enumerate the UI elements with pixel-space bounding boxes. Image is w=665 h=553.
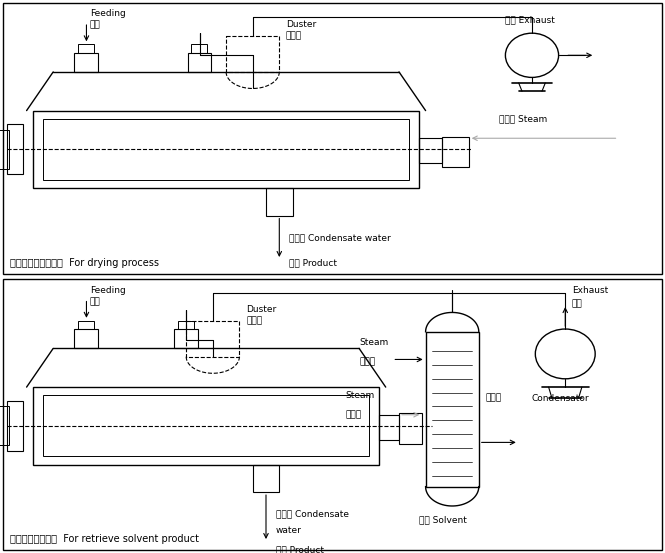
Bar bbox=[442, 137, 469, 167]
Bar bbox=[78, 321, 94, 329]
Text: 加料: 加料 bbox=[90, 20, 100, 29]
Text: Steam: Steam bbox=[346, 391, 375, 400]
Bar bbox=[74, 329, 98, 348]
Text: 水蒸汽: 水蒸汽 bbox=[359, 358, 375, 367]
Bar bbox=[188, 53, 211, 72]
Text: 冷凝水 Condensate water: 冷凝水 Condensate water bbox=[289, 233, 391, 242]
Bar bbox=[266, 188, 293, 216]
Bar bbox=[43, 119, 409, 180]
Text: 产品 Product: 产品 Product bbox=[289, 258, 337, 267]
Text: 通用产品于干燥流程  For drying process: 通用产品于干燥流程 For drying process bbox=[10, 258, 159, 268]
Bar bbox=[399, 413, 422, 444]
Text: Duster: Duster bbox=[246, 305, 276, 314]
Bar bbox=[178, 321, 194, 329]
Text: 水蒸气 Steam: 水蒸气 Steam bbox=[499, 114, 547, 123]
Bar bbox=[74, 53, 98, 72]
Text: water: water bbox=[276, 526, 302, 535]
Bar bbox=[33, 111, 419, 188]
Text: 冷凝器: 冷凝器 bbox=[485, 394, 501, 403]
Text: 水蒸汽: 水蒸汽 bbox=[346, 410, 362, 419]
Text: 溶剂 Solvent: 溶剂 Solvent bbox=[419, 515, 467, 524]
Text: 冷凝水 Condensate: 冷凝水 Condensate bbox=[276, 510, 349, 519]
Bar bbox=[43, 395, 369, 456]
Text: 加料: 加料 bbox=[90, 297, 100, 306]
Text: 放空 Exhaust: 放空 Exhaust bbox=[505, 15, 555, 24]
Text: Exhaust: Exhaust bbox=[572, 286, 608, 295]
Bar bbox=[426, 332, 479, 487]
Bar bbox=[191, 44, 207, 53]
Bar bbox=[7, 401, 23, 451]
Text: Steam: Steam bbox=[359, 338, 388, 347]
Bar bbox=[419, 138, 442, 163]
Bar bbox=[174, 329, 198, 348]
Bar bbox=[33, 387, 379, 465]
Bar bbox=[253, 465, 279, 492]
Text: 收尘器: 收尘器 bbox=[286, 32, 302, 40]
Bar bbox=[7, 124, 23, 174]
Bar bbox=[0, 130, 9, 169]
Text: 收尘器: 收尘器 bbox=[246, 316, 262, 325]
Text: Feeding: Feeding bbox=[90, 286, 126, 295]
Text: Feeding: Feeding bbox=[90, 9, 126, 18]
Text: Condensator: Condensator bbox=[532, 394, 590, 403]
Bar bbox=[78, 44, 94, 53]
Bar bbox=[379, 415, 399, 440]
Text: Duster: Duster bbox=[286, 20, 316, 29]
Text: 放空: 放空 bbox=[572, 300, 583, 309]
Text: 回收溶剂干燥流程  For retrieve solvent product: 回收溶剂干燥流程 For retrieve solvent product bbox=[10, 534, 199, 544]
Text: 产品 Product: 产品 Product bbox=[276, 546, 324, 553]
Bar bbox=[0, 406, 9, 445]
